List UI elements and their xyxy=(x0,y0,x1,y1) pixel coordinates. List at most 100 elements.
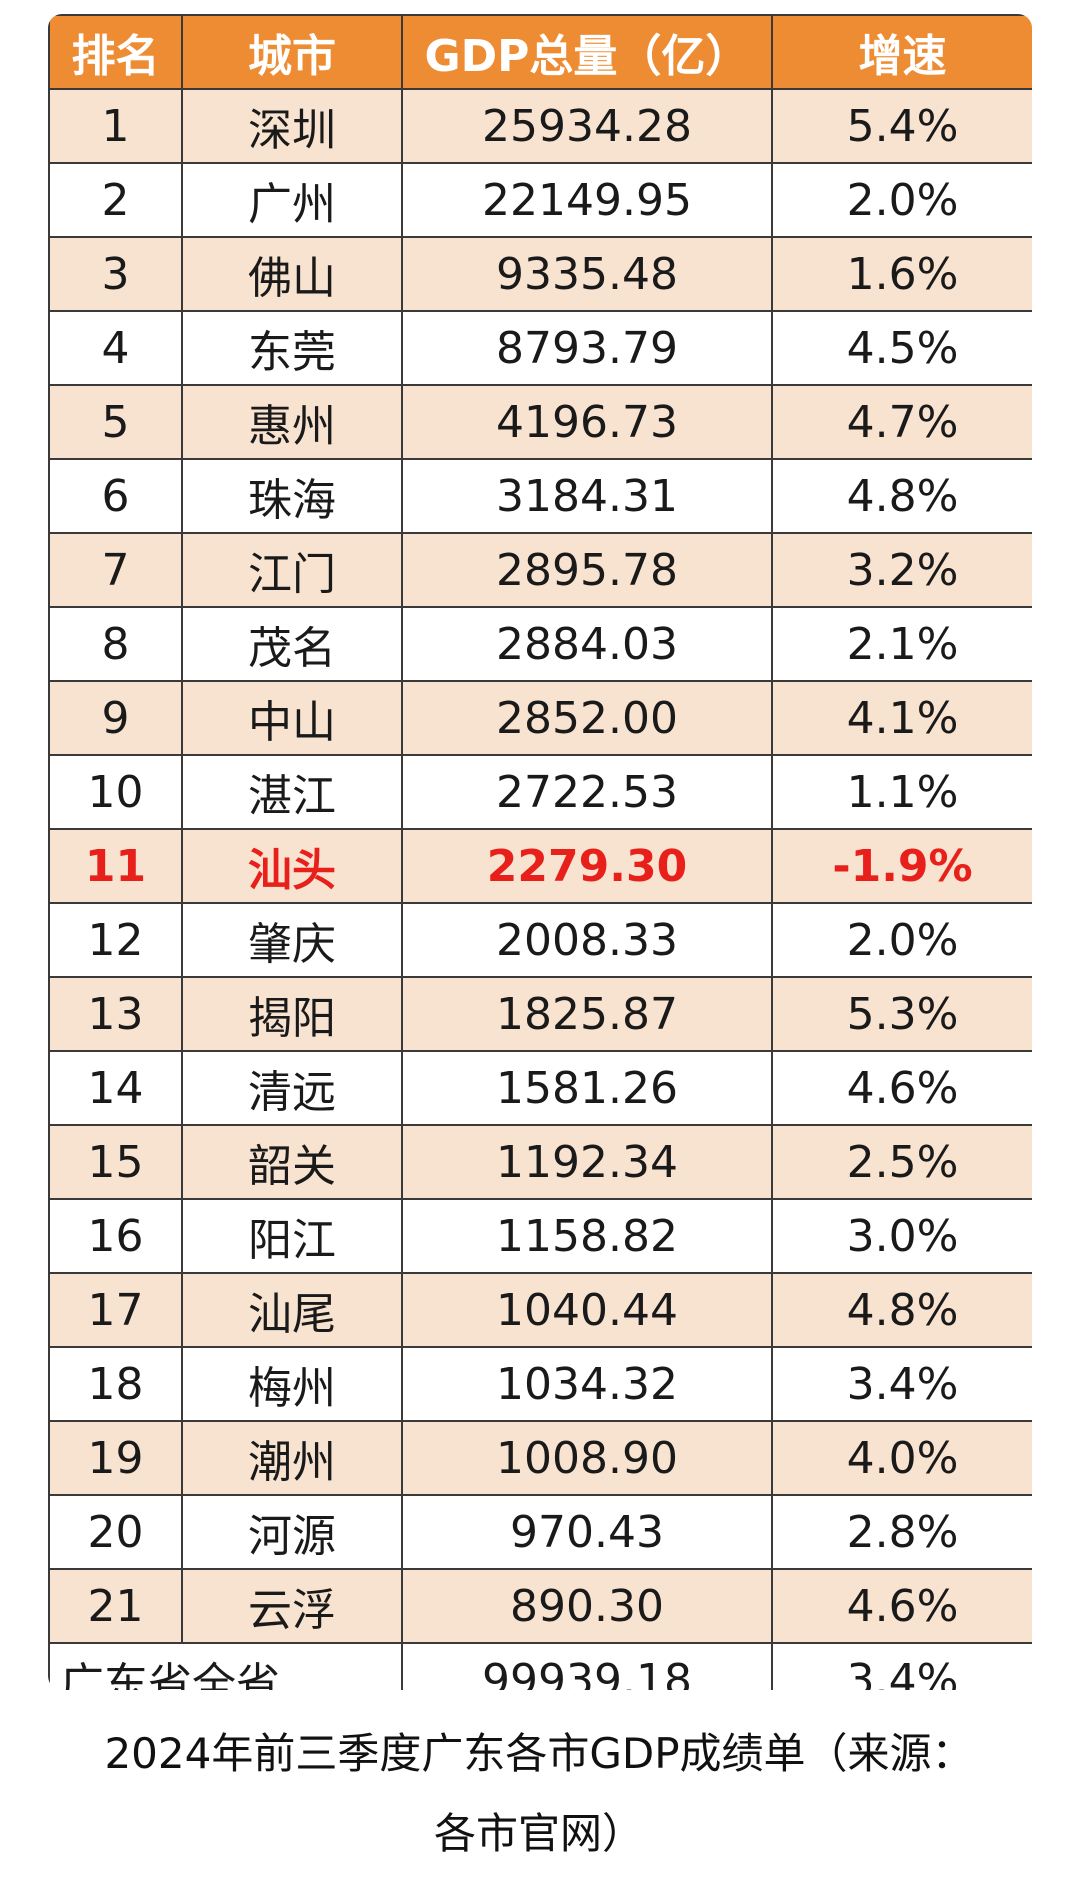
city-cell: 佛山 xyxy=(181,236,403,312)
table-row: 12 肇庆 2008.33 2.0% xyxy=(48,902,1032,978)
rank-cell: 20 xyxy=(48,1494,183,1570)
city-cell: 汕尾 xyxy=(181,1272,403,1348)
growth-cell: 2.0% xyxy=(771,162,1032,238)
rank-cell: 19 xyxy=(48,1420,183,1496)
gdp-cell: 1581.26 xyxy=(401,1050,773,1126)
rank-cell: 4 xyxy=(48,310,183,386)
city-cell: 广州 xyxy=(181,162,403,238)
rank-cell: 17 xyxy=(48,1272,183,1348)
rank-cell: 1 xyxy=(48,88,183,164)
city-cell: 阳江 xyxy=(181,1198,403,1274)
caption-line-1: 2024年前三季度广东各市GDP成绩单（来源： xyxy=(104,1729,974,1778)
table-row: 21 云浮 890.30 4.6% xyxy=(48,1568,1032,1644)
table-row: 13 揭阳 1825.87 5.3% xyxy=(48,976,1032,1052)
growth-cell: 1.6% xyxy=(771,236,1032,312)
table-header: 排名 城市 GDP总量（亿） 增速 xyxy=(48,14,1032,90)
table-row: 7 江门 2895.78 3.2% xyxy=(48,532,1032,608)
rank-cell: 2 xyxy=(48,162,183,238)
rank-cell: 15 xyxy=(48,1124,183,1200)
growth-cell: -1.9% xyxy=(771,828,1032,904)
city-cell: 湛江 xyxy=(181,754,403,830)
table-row: 4 东莞 8793.79 4.5% xyxy=(48,310,1032,386)
city-cell: 江门 xyxy=(181,532,403,608)
growth-cell: 3.2% xyxy=(771,532,1032,608)
growth-cell: 2.0% xyxy=(771,902,1032,978)
city-cell: 肇庆 xyxy=(181,902,403,978)
gdp-cell: 1192.34 xyxy=(401,1124,773,1200)
growth-cell: 4.6% xyxy=(771,1568,1032,1644)
table-row: 11 汕头 2279.30 -1.9% xyxy=(48,828,1032,904)
growth-cell: 2.8% xyxy=(771,1494,1032,1570)
header-growth: 增速 xyxy=(771,14,1032,90)
city-cell: 惠州 xyxy=(181,384,403,460)
city-cell: 河源 xyxy=(181,1494,403,1570)
rank-cell: 11 xyxy=(48,828,183,904)
gdp-cell: 970.43 xyxy=(401,1494,773,1570)
total-gdp-cell: 99939.18 xyxy=(401,1642,773,1690)
header-gdp: GDP总量（亿） xyxy=(401,14,773,90)
gdp-cell: 2008.33 xyxy=(401,902,773,978)
growth-cell: 4.7% xyxy=(771,384,1032,460)
rank-cell: 5 xyxy=(48,384,183,460)
header-city: 城市 xyxy=(181,14,403,90)
growth-cell: 4.5% xyxy=(771,310,1032,386)
gdp-cell: 1034.32 xyxy=(401,1346,773,1422)
total-growth-cell: 3.4% xyxy=(771,1642,1032,1690)
city-cell: 东莞 xyxy=(181,310,403,386)
gdp-cell: 1040.44 xyxy=(401,1272,773,1348)
city-cell: 茂名 xyxy=(181,606,403,682)
table-row: 8 茂名 2884.03 2.1% xyxy=(48,606,1032,682)
city-cell: 韶关 xyxy=(181,1124,403,1200)
table-row: 17 汕尾 1040.44 4.8% xyxy=(48,1272,1032,1348)
gdp-cell: 2852.00 xyxy=(401,680,773,756)
growth-cell: 4.1% xyxy=(771,680,1032,756)
rank-cell: 13 xyxy=(48,976,183,1052)
table-row: 2 广州 22149.95 2.0% xyxy=(48,162,1032,238)
table-row: 20 河源 970.43 2.8% xyxy=(48,1494,1032,1570)
caption-line-2: 各市官网） xyxy=(433,1809,644,1858)
gdp-cell: 22149.95 xyxy=(401,162,773,238)
total-label-cell: 广东省全省 xyxy=(48,1642,403,1690)
table-row: 16 阳江 1158.82 3.0% xyxy=(48,1198,1032,1274)
growth-cell: 4.0% xyxy=(771,1420,1032,1496)
table-row: 14 清远 1581.26 4.6% xyxy=(48,1050,1032,1126)
rank-cell: 10 xyxy=(48,754,183,830)
city-cell: 梅州 xyxy=(181,1346,403,1422)
gdp-cell: 2279.30 xyxy=(401,828,773,904)
rank-cell: 14 xyxy=(48,1050,183,1126)
gdp-cell: 2884.03 xyxy=(401,606,773,682)
total-row: 广东省全省 99939.18 3.4% xyxy=(48,1642,1032,1690)
city-cell: 珠海 xyxy=(181,458,403,534)
gdp-cell: 8793.79 xyxy=(401,310,773,386)
rank-cell: 18 xyxy=(48,1346,183,1422)
rank-cell: 16 xyxy=(48,1198,183,1274)
gdp-cell: 1158.82 xyxy=(401,1198,773,1274)
caption: 2024年前三季度广东各市GDP成绩单（来源： 各市官网） xyxy=(30,1714,1048,1874)
table-row: 18 梅州 1034.32 3.4% xyxy=(48,1346,1032,1422)
gdp-cell: 3184.31 xyxy=(401,458,773,534)
city-cell: 深圳 xyxy=(181,88,403,164)
growth-cell: 2.1% xyxy=(771,606,1032,682)
table-row: 5 惠州 4196.73 4.7% xyxy=(48,384,1032,460)
growth-cell: 5.4% xyxy=(771,88,1032,164)
city-cell: 揭阳 xyxy=(181,976,403,1052)
growth-cell: 4.6% xyxy=(771,1050,1032,1126)
city-cell: 汕头 xyxy=(181,828,403,904)
rank-cell: 21 xyxy=(48,1568,183,1644)
growth-cell: 3.4% xyxy=(771,1346,1032,1422)
table-row: 6 珠海 3184.31 4.8% xyxy=(48,458,1032,534)
gdp-ranking-table-container: 排名 城市 GDP总量（亿） 增速 1 深圳 25934.28 5.4% 2 广州 2214… xyxy=(48,14,1032,1690)
header-row: 排名 城市 GDP总量（亿） 增速 xyxy=(48,14,1032,90)
gdp-cell: 1825.87 xyxy=(401,976,773,1052)
rank-cell: 12 xyxy=(48,902,183,978)
table-row: 3 佛山 9335.48 1.6% xyxy=(48,236,1032,312)
rank-cell: 6 xyxy=(48,458,183,534)
table-row: 9 中山 2852.00 4.1% xyxy=(48,680,1032,756)
growth-cell: 5.3% xyxy=(771,976,1032,1052)
table-row: 10 湛江 2722.53 1.1% xyxy=(48,754,1032,830)
growth-cell: 3.0% xyxy=(771,1198,1032,1274)
city-cell: 潮州 xyxy=(181,1420,403,1496)
city-cell: 清远 xyxy=(181,1050,403,1126)
growth-cell: 4.8% xyxy=(771,1272,1032,1348)
growth-cell: 1.1% xyxy=(771,754,1032,830)
